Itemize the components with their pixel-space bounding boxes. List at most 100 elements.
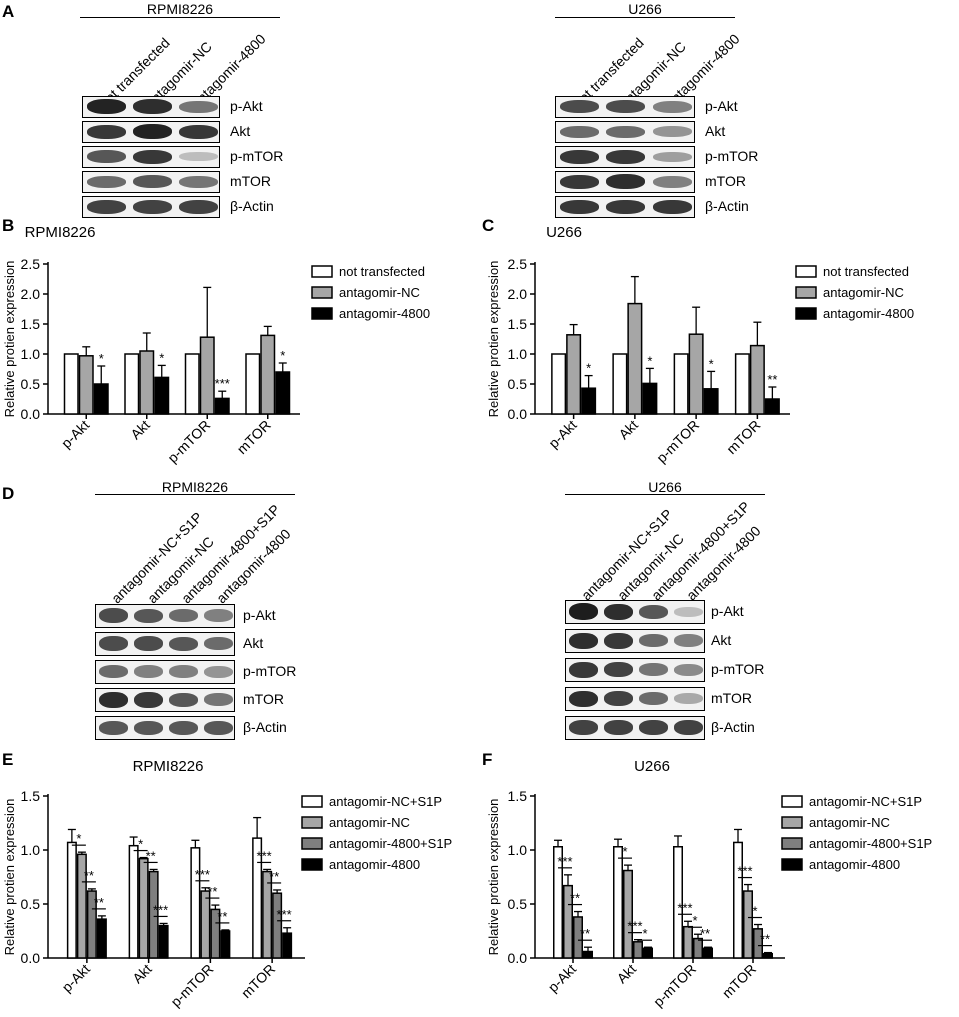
bar — [673, 846, 683, 959]
protein-label: Akt — [243, 635, 264, 651]
chart-title: U266 — [634, 758, 670, 775]
bar — [633, 941, 643, 959]
significance-label: ** — [84, 868, 94, 883]
bar — [128, 844, 139, 959]
blot-strip — [95, 688, 235, 712]
y-tick-label: 0.0 — [21, 950, 41, 966]
blot-band — [99, 608, 128, 623]
significance-label: *** — [215, 376, 230, 391]
blot-strip — [95, 716, 235, 740]
significance-label: *** — [257, 848, 272, 863]
blot-band — [169, 693, 198, 707]
legend-label: antagomir-NC+S1P — [809, 794, 922, 809]
protein-label: p-Akt — [705, 98, 738, 114]
y-axis-label: Relative protien expression — [2, 261, 17, 418]
bar — [703, 947, 713, 959]
significance-label: * — [709, 356, 714, 371]
blot-title: RPMI8226 — [161, 479, 229, 495]
blot-strip — [82, 171, 220, 193]
bar — [93, 383, 109, 415]
blot-strip — [82, 146, 220, 168]
bar — [612, 353, 628, 415]
significance-label: * — [622, 844, 627, 859]
bar — [76, 853, 87, 959]
bar — [66, 841, 77, 959]
protein-label: p-mTOR — [705, 148, 759, 164]
protein-label: p-Akt — [230, 98, 263, 114]
bar — [627, 302, 643, 415]
blot-band — [87, 99, 126, 114]
blot-band — [560, 100, 599, 113]
blot-band — [204, 693, 233, 706]
significance-label: * — [159, 350, 164, 365]
bar — [63, 353, 79, 415]
protein-label: Akt — [711, 632, 732, 648]
blot-band — [653, 152, 692, 162]
bar — [553, 846, 563, 959]
significance-label: ** — [570, 891, 580, 906]
blot-band — [179, 152, 218, 161]
protein-label: β-Actin — [243, 719, 287, 735]
legend-label: not transfected — [823, 264, 909, 279]
blot-band — [639, 634, 668, 647]
blot-divider — [80, 17, 280, 18]
blot-band — [604, 662, 633, 677]
blot-band — [560, 126, 599, 138]
blot-band — [204, 609, 233, 622]
protein-label: mTOR — [711, 690, 752, 706]
blot-band — [674, 693, 703, 704]
blot-band — [87, 125, 126, 139]
x-tick-label: mTOR — [719, 961, 759, 1001]
blot-band — [169, 637, 198, 651]
significance-label: * — [752, 904, 757, 919]
blot-band — [169, 665, 198, 678]
legend-label: antagomir-4800 — [823, 306, 914, 321]
bar — [200, 890, 211, 959]
blot-strip — [95, 660, 235, 684]
bar — [643, 947, 653, 959]
y-axis-label: Relative protien expression — [2, 799, 17, 956]
bar — [139, 350, 155, 415]
bar — [563, 884, 573, 959]
blot-band — [169, 721, 198, 735]
blot-band — [204, 666, 233, 678]
significance-label: *** — [737, 864, 752, 879]
blot-band — [99, 636, 128, 651]
bar — [272, 892, 283, 959]
blot-band — [134, 721, 163, 735]
blot-band — [134, 665, 163, 678]
bar — [214, 397, 230, 415]
blot-band — [569, 662, 598, 678]
legend-label: antagomir-NC — [823, 285, 904, 300]
chart-title: RPMI8226 — [25, 224, 96, 241]
blot-band — [604, 633, 633, 649]
y-tick-label: 1.5 — [21, 316, 41, 332]
blot-band — [569, 633, 598, 649]
blot-strip — [555, 121, 695, 143]
y-tick-label: 2.5 — [21, 256, 41, 272]
blot-band — [606, 126, 645, 138]
blot-strip — [82, 121, 220, 143]
bar — [734, 353, 750, 415]
blot-band — [639, 605, 668, 619]
protein-label: p-mTOR — [711, 661, 765, 677]
legend-swatch — [795, 307, 817, 320]
legend-label: antagomir-NC+S1P — [329, 794, 442, 809]
bar — [551, 353, 567, 415]
significance-label: * — [280, 348, 285, 363]
chart-b: RPMI8226 Relative protien expression 0.0 0.… — [2, 224, 430, 466]
blot-strip — [565, 629, 705, 653]
blot-band — [674, 634, 703, 647]
panel-letter-e: E — [2, 750, 14, 769]
legend-swatch — [301, 837, 323, 850]
legend-label: antagomir-4800 — [329, 857, 420, 872]
blot-band — [560, 200, 599, 214]
bar — [573, 916, 583, 959]
y-tick-label: 1.5 — [508, 788, 528, 804]
protein-label: Akt — [705, 123, 726, 139]
bar — [703, 388, 719, 415]
legend-swatch — [781, 816, 803, 829]
blot-band — [674, 607, 703, 617]
panel-letter-b: B — [2, 216, 15, 235]
legend-label: not transfected — [339, 264, 425, 279]
